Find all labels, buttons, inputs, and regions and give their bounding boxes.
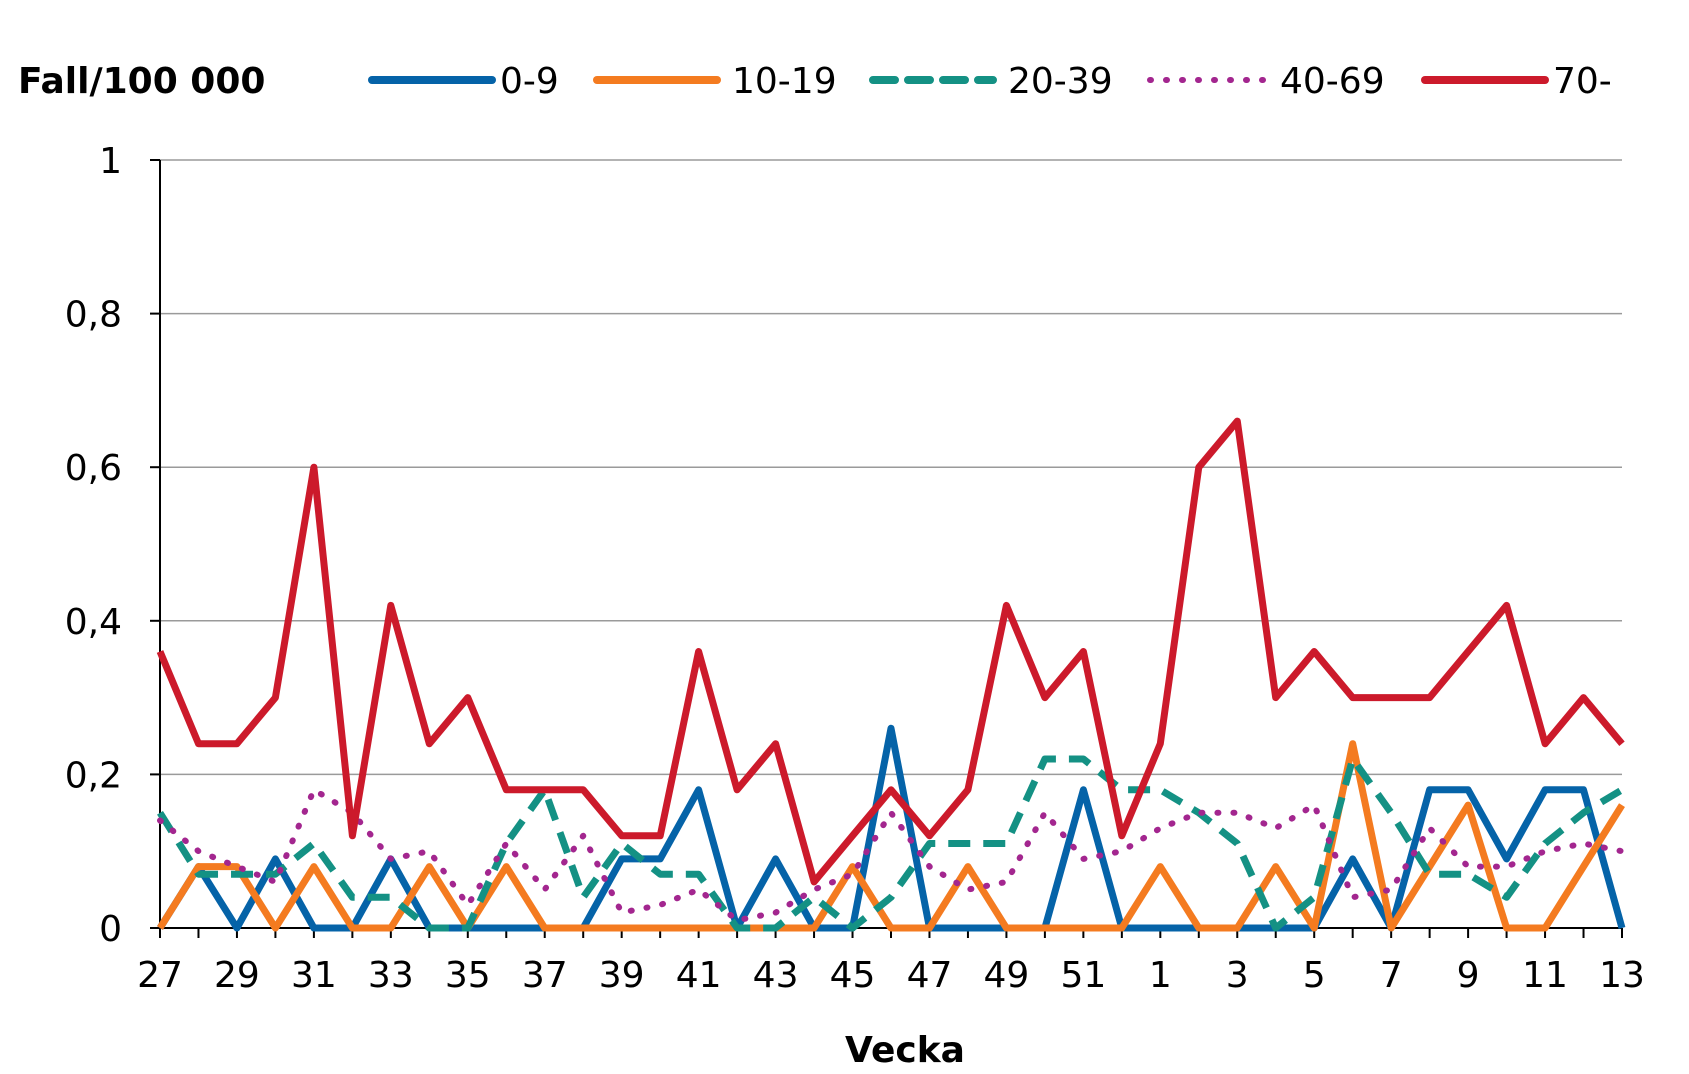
- x-tick-label: 9: [1457, 955, 1480, 996]
- x-tick-label: 49: [984, 955, 1030, 996]
- y-axis-ticks: 0 0,2 0,4 0,6 0,8 1: [65, 141, 160, 950]
- legend-label-0-9: 0-9: [500, 61, 559, 102]
- y-tick-label: 0: [99, 909, 122, 950]
- series-line-20-39: [157, 755, 1624, 932]
- x-tick-label: 31: [291, 955, 337, 996]
- y-tick-label: 0,8: [65, 295, 122, 336]
- x-tick-label: 27: [137, 955, 183, 996]
- x-tick-label: 39: [599, 955, 645, 996]
- x-tick-label: 11: [1522, 955, 1568, 996]
- x-tick-label: 5: [1303, 955, 1326, 996]
- x-tick-label: 33: [368, 955, 414, 996]
- y-tick-label: 0,6: [65, 448, 122, 489]
- legend-label-20-39: 20-39: [1008, 61, 1113, 102]
- legend-label-40-69: 40-69: [1280, 61, 1385, 102]
- legend-label-10-19: 10-19: [732, 61, 837, 102]
- legend-label-70-: 70-: [1553, 61, 1612, 102]
- y-tick-label: 0,2: [65, 755, 122, 796]
- x-axis-ticks: 27 29 31 33 35 37 39 41 43 45 47 49 51 1 3 5 7 9 11 13: [137, 928, 1645, 996]
- gridlines: [160, 159, 1622, 776]
- x-tick-label: 51: [1060, 955, 1106, 996]
- x-tick-label: 45: [830, 955, 876, 996]
- series-line-0-9: [157, 724, 1626, 932]
- series-line-70-: [156, 417, 1625, 886]
- x-tick-label: 29: [214, 955, 260, 996]
- x-tick-label: 7: [1380, 955, 1403, 996]
- x-tick-label: 47: [907, 955, 953, 996]
- x-tick-label: 1: [1149, 955, 1172, 996]
- x-tick-label: 43: [753, 955, 799, 996]
- y-tick-label: 0,4: [65, 602, 122, 643]
- series-lines: [156, 417, 1626, 932]
- series-line-40-69: [157, 786, 1625, 924]
- x-tick-label: 41: [676, 955, 722, 996]
- x-axis-title: Vecka: [845, 1030, 965, 1071]
- x-tick-label: 37: [522, 955, 568, 996]
- legend: 0-9 10-19 20-39 40-69 70-: [368, 61, 1612, 102]
- x-tick-label: 13: [1599, 955, 1645, 996]
- y-tick-label: 1: [99, 141, 122, 182]
- x-tick-label: 3: [1226, 955, 1249, 996]
- y-axis-title: Fall/100 000: [18, 61, 265, 102]
- x-tick-label: 35: [445, 955, 491, 996]
